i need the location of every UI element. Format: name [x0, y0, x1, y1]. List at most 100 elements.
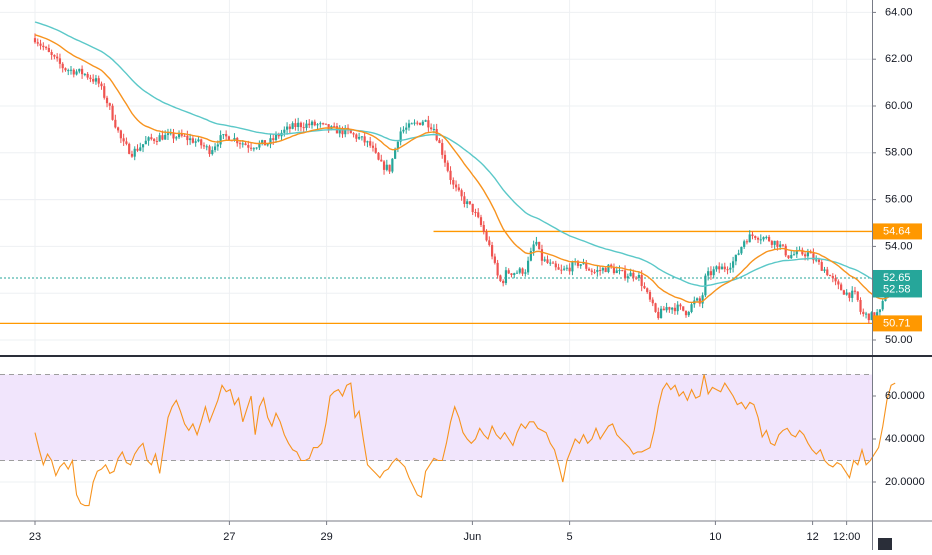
candle-body: [78, 68, 81, 72]
osc-y-tick-label: 40.0000: [885, 433, 925, 445]
candle-body: [89, 77, 92, 79]
candle-body: [740, 246, 743, 254]
candle-body: [319, 123, 322, 125]
candle-body: [687, 311, 690, 316]
candle-body: [629, 272, 632, 277]
candle-body: [526, 260, 530, 273]
candle-body: [587, 268, 591, 271]
candle-body: [128, 143, 131, 154]
candle-body: [864, 313, 868, 315]
candle-body: [532, 244, 535, 252]
candle-body: [391, 158, 394, 172]
candle-body: [563, 268, 566, 270]
candle-body: [460, 190, 463, 197]
candle-body: [762, 237, 765, 240]
candle-body: [748, 234, 751, 243]
candle-body: [773, 240, 776, 245]
candle-body: [394, 148, 397, 159]
candle-body: [227, 136, 231, 141]
candle-body: [56, 56, 59, 59]
candle-body: [266, 144, 269, 146]
rsi-line: [34, 374, 896, 507]
candle-body: [136, 148, 139, 151]
candle-body: [676, 304, 679, 312]
candle-body: [507, 270, 510, 274]
candle-body: [731, 261, 735, 268]
candle-body: [258, 143, 261, 148]
candle-body: [72, 69, 75, 75]
candle-body: [502, 281, 505, 284]
candle-body: [754, 236, 757, 238]
candle-body: [712, 269, 715, 276]
candle-body: [513, 273, 516, 275]
candle-body: [352, 133, 355, 135]
y-tick-label: 54.00: [885, 240, 913, 252]
candle-body: [496, 262, 499, 276]
candle-body: [446, 162, 449, 171]
candle-body: [718, 266, 721, 270]
candle-body: [333, 126, 336, 128]
candle-body: [285, 126, 289, 130]
candle-body: [261, 140, 264, 144]
candle-body: [86, 73, 89, 78]
candle-body: [100, 83, 103, 87]
candle-body: [488, 240, 491, 246]
x-tick-label: 12: [806, 531, 818, 543]
candle-body: [114, 119, 117, 128]
candle-body: [119, 130, 122, 139]
candle-body: [648, 292, 652, 300]
candle-body: [222, 134, 225, 136]
candle-body: [371, 145, 375, 148]
candle-body: [94, 78, 98, 82]
candle-body: [795, 250, 798, 255]
candle-body: [69, 69, 73, 71]
candle-body: [430, 127, 433, 130]
candle-body: [194, 141, 197, 143]
candle-body: [396, 141, 399, 149]
candle-body: [707, 271, 710, 276]
candle-body: [180, 133, 183, 136]
osc-y-tick-label: 20.0000: [885, 476, 925, 488]
x-tick-label: 27: [223, 531, 235, 543]
moving-average-price-tag: 52.58: [883, 283, 911, 295]
candle-body: [50, 51, 53, 55]
candle-body: [607, 264, 610, 273]
candle-body: [781, 244, 785, 246]
candle-body: [457, 187, 460, 191]
candle-body: [770, 241, 773, 245]
candle-body: [538, 241, 541, 250]
candle-body: [540, 249, 544, 261]
candle-body: [593, 271, 596, 273]
candle-body: [759, 239, 762, 241]
candle-body: [83, 73, 86, 75]
candle-body: [471, 203, 474, 213]
candle-body: [92, 78, 95, 82]
candle-body: [535, 241, 538, 245]
candle-body: [682, 306, 685, 311]
candle-body: [842, 290, 845, 295]
candle-body: [612, 267, 616, 274]
candle-body: [560, 269, 563, 271]
corner-settings-box[interactable]: [878, 538, 892, 550]
moving-averages: [34, 21, 895, 304]
support-price-tag: 50.71: [883, 317, 911, 329]
oscillator: [34, 374, 896, 507]
candle-body: [477, 212, 480, 218]
candle-body: [418, 122, 422, 125]
candle-body: [219, 135, 222, 145]
candle-body: [671, 307, 674, 310]
candle-body: [518, 268, 521, 273]
candle-body: [673, 307, 677, 312]
candle-body: [626, 276, 629, 279]
y-tick-label: 50.00: [885, 334, 913, 346]
candle-body: [238, 143, 242, 145]
candle-body: [186, 135, 189, 141]
candle-body: [571, 262, 574, 272]
candle-body: [322, 123, 325, 125]
candle-body: [640, 275, 643, 287]
candle-body: [709, 271, 713, 276]
candle-body: [779, 244, 782, 247]
candle-body: [665, 307, 668, 311]
